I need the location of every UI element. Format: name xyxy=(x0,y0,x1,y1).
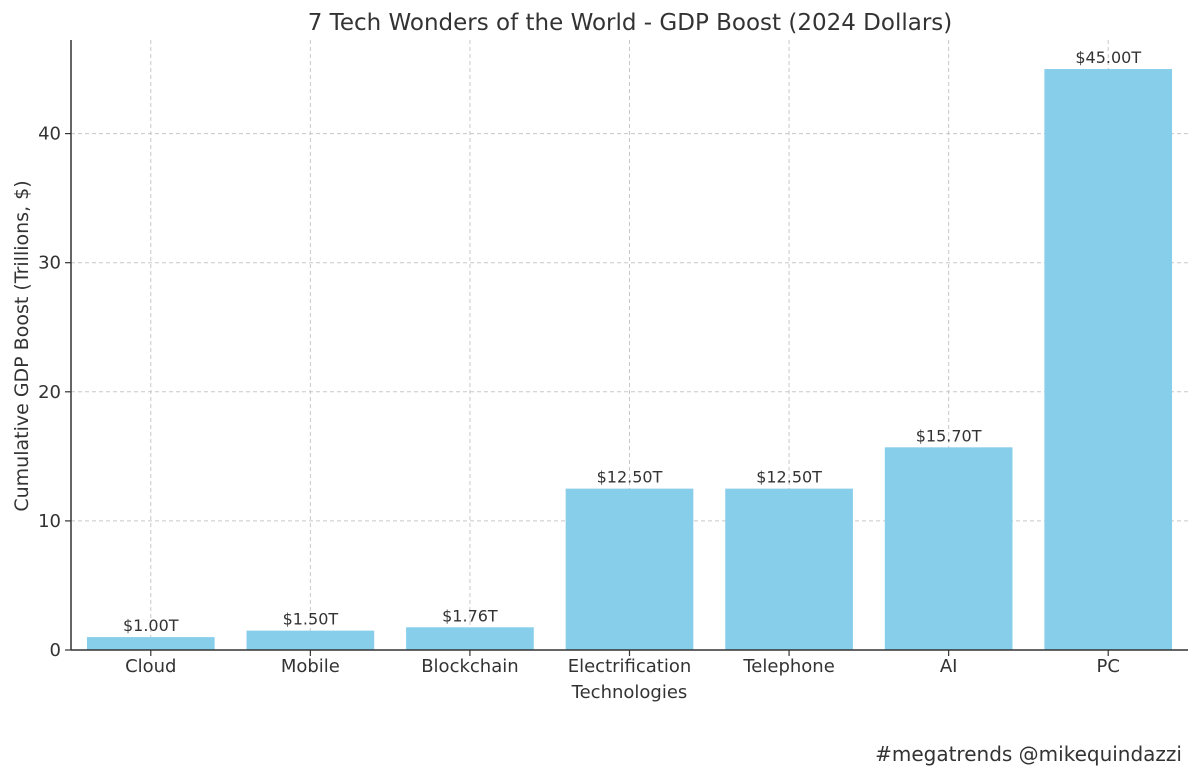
x-tick-label: Electrification xyxy=(568,656,692,677)
x-tick-label: PC xyxy=(1096,656,1119,677)
x-tick-label: AI xyxy=(940,656,958,677)
x-tick-label: Mobile xyxy=(281,656,340,677)
bar xyxy=(725,488,853,650)
bar xyxy=(406,627,534,650)
data-label: $12.50T xyxy=(756,468,822,487)
y-tick-label: 40 xyxy=(38,124,61,145)
data-label: $1.00T xyxy=(123,616,179,635)
bar xyxy=(246,630,375,650)
axes xyxy=(65,40,1188,656)
chart-title: 7 Tech Wonders of the World - GDP Boost … xyxy=(308,10,953,36)
data-label: $15.70T xyxy=(916,426,982,445)
bars xyxy=(86,69,1173,651)
bar xyxy=(884,447,1013,650)
x-tick-label: Blockchain xyxy=(421,656,518,677)
bar xyxy=(1044,69,1173,651)
data-label: $1.50T xyxy=(283,610,339,629)
x-tick-label: Technologies xyxy=(571,682,688,703)
y-tick-label: 0 xyxy=(50,640,61,661)
data-label: $45.00T xyxy=(1075,48,1141,67)
y-tick-label: 30 xyxy=(38,253,61,274)
tick-labels: 0 10 20 30 40 Cloud $1.00T Mobile $1.50T Blockcha… xyxy=(38,48,1141,703)
y-tick-label: 20 xyxy=(38,382,61,403)
x-tick-label: Telephone xyxy=(742,656,834,677)
y-axis-label: Cumulative GDP Boost (Trillions, $) xyxy=(11,180,33,511)
y-tick-label: 10 xyxy=(38,511,61,532)
data-label: $1.76T xyxy=(442,606,498,625)
bar xyxy=(565,488,694,650)
x-tick-label: Cloud xyxy=(125,656,176,677)
bar xyxy=(86,637,215,650)
data-label: $12.50T xyxy=(597,468,663,487)
footer-credit: #megatrends @mikequindazzi xyxy=(875,742,1182,766)
